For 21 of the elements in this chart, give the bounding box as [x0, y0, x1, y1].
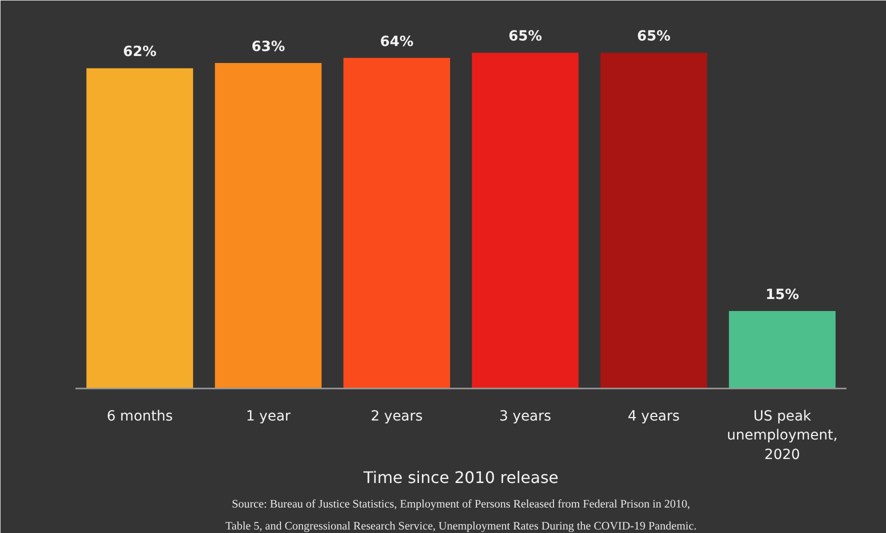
- source-note: Source: Bureau of Justice Statistics, Employment of Persons Released from Federal Prison in 2010,: [232, 498, 690, 510]
- data-label: 65%: [636, 28, 671, 45]
- x-tick-label: 6 months: [106, 408, 173, 424]
- data-label: 62%: [122, 44, 157, 60]
- data-label: 63%: [251, 39, 286, 56]
- x-axis-title: Time since 2010 release: [362, 468, 559, 487]
- data-label: 15%: [765, 287, 800, 304]
- x-tick-label: US peak unemployment, 2020: [726, 408, 838, 463]
- bar: [728, 311, 836, 388]
- x-tick-label: 2 years: [370, 408, 423, 424]
- x-tick-label: 4 years: [628, 408, 680, 424]
- caption: Table 5, and Congressional Research Service, Unemployment Rates During the COVID-19 Pandemic.: [225, 520, 697, 532]
- bar: [600, 52, 708, 388]
- data-label: 64%: [380, 34, 414, 50]
- data-label: 65%: [508, 28, 542, 45]
- bar: [214, 63, 322, 388]
- x-tick-label: 3 years: [499, 408, 552, 424]
- bar: [343, 58, 450, 388]
- bar: [472, 52, 579, 388]
- x-tick-label: 1 year: [246, 408, 291, 424]
- bar: [86, 68, 194, 388]
